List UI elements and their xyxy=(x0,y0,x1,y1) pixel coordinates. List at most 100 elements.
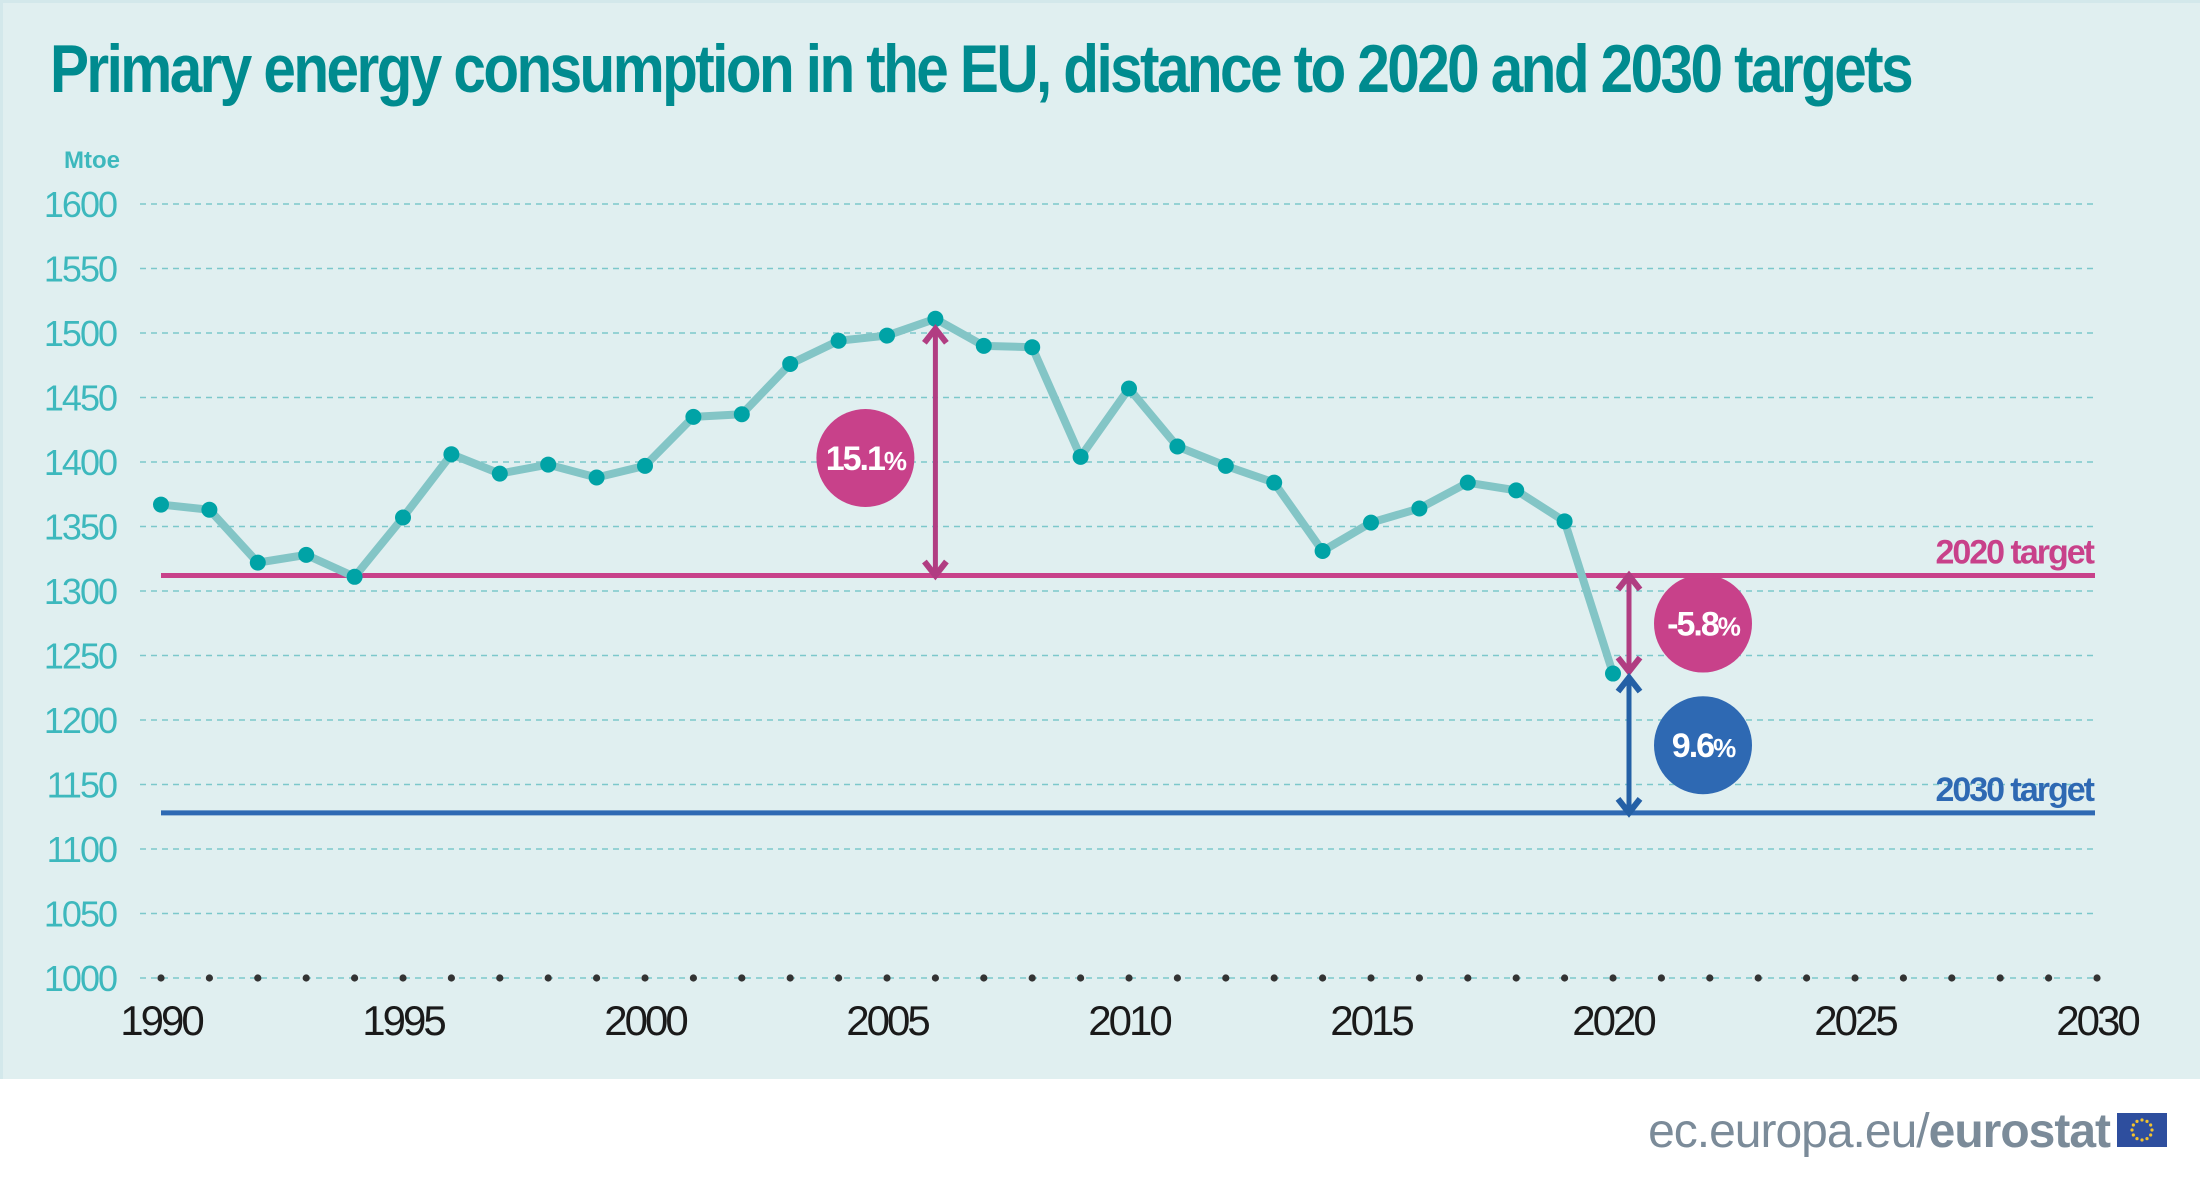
flag-star xyxy=(2140,1118,2144,1122)
x-tick-dot xyxy=(1948,974,1956,982)
flag-star xyxy=(2135,1119,2139,1123)
x-tick-dot xyxy=(447,974,455,982)
y-tick-label: 1200 xyxy=(44,700,117,741)
arrow-head-up xyxy=(1615,570,1643,592)
x-tick-dot xyxy=(1803,974,1811,982)
bubble-circle xyxy=(816,409,915,507)
flag-star xyxy=(2145,1119,2149,1123)
distance-annotations: 15.1% -5.8% 9.6% xyxy=(816,323,1752,818)
data-point xyxy=(830,332,847,349)
distance-arrow xyxy=(1615,570,1643,677)
x-tick-dot xyxy=(738,974,746,982)
x-tick-dot xyxy=(1270,974,1278,982)
x-tick-dot xyxy=(689,974,698,982)
arrow-head-down xyxy=(1615,655,1643,677)
x-tick-label: 2020 xyxy=(1572,997,1655,1044)
data-point xyxy=(637,457,653,474)
data-point xyxy=(733,406,750,423)
x-tick-dot xyxy=(1222,974,1230,982)
flag-star xyxy=(2145,1137,2149,1141)
bubble-circle xyxy=(1654,696,1752,795)
x-tick-dot xyxy=(786,974,794,982)
data-point xyxy=(1459,474,1476,491)
x-tick-dot xyxy=(883,974,891,982)
x-tick-label: 1995 xyxy=(362,997,445,1044)
x-tick-dot xyxy=(1512,974,1520,982)
percentage-bubble: 15.1% xyxy=(816,409,915,507)
x-tick-dot xyxy=(302,974,310,982)
data-point xyxy=(588,469,605,486)
x-tick-dot xyxy=(1754,974,1762,982)
data-point xyxy=(1024,339,1041,356)
y-tick-label: 1050 xyxy=(44,894,117,935)
flag-star xyxy=(2130,1128,2134,1132)
x-tick-dot xyxy=(1657,974,1665,982)
distance-arrow xyxy=(922,323,949,581)
flag-star xyxy=(2150,1128,2154,1132)
x-tick-dot xyxy=(544,974,552,982)
x-tick-dot xyxy=(1561,974,1569,982)
x-tick-dot xyxy=(1028,974,1036,982)
y-tick-label: 1000 xyxy=(44,958,117,999)
x-tick-dot xyxy=(980,974,988,982)
data-point xyxy=(298,546,315,563)
series-energy-consumption xyxy=(153,310,1621,682)
flag-star xyxy=(2135,1137,2139,1141)
arrow-head-down xyxy=(922,559,949,581)
bubble-unit: % xyxy=(1718,612,1741,642)
y-tick-label: 1550 xyxy=(44,249,117,290)
flag-star xyxy=(2149,1123,2153,1127)
data-point xyxy=(685,408,702,425)
x-tick-dot xyxy=(399,974,407,982)
x-tick-dot xyxy=(1367,974,1375,982)
y-tick-label: 1500 xyxy=(44,313,117,354)
bubble-unit: % xyxy=(884,446,907,476)
y-tick-label: 1400 xyxy=(44,442,117,483)
data-point xyxy=(1217,457,1234,474)
arrow-head-up xyxy=(922,323,949,345)
bubble-label: 15.1% xyxy=(826,440,907,478)
data-point xyxy=(975,337,992,354)
chart-title: Primary energy consumption in the EU, di… xyxy=(50,31,1914,107)
bubble-circle xyxy=(1654,574,1752,673)
data-point xyxy=(1363,514,1379,531)
data-point xyxy=(153,496,169,513)
x-tick-label: 2010 xyxy=(1088,997,1171,1044)
footer-source[interactable]: ec.europa.eu/eurostat xyxy=(1648,1104,2111,1159)
x-axis-ticks: 1990 1995 2000 2005 2010 2015 2020 2025 2030 xyxy=(120,997,2142,1044)
x-tick-dot xyxy=(254,974,262,982)
data-point xyxy=(491,465,508,482)
line-chart: Mtoe 1000 1050 1100 1150 1200 1250 1300 1350 140… xyxy=(44,147,2142,1044)
x-tick-dot xyxy=(157,974,165,982)
flag-star xyxy=(2149,1133,2153,1137)
x-tick-dot xyxy=(1077,974,1085,982)
data-point xyxy=(927,310,944,327)
y-axis-label: Mtoe xyxy=(64,147,120,174)
bubble-value: 9.6 xyxy=(1672,727,1714,765)
x-tick-dot xyxy=(835,974,843,982)
y-tick-label: 1300 xyxy=(44,571,117,612)
arrow-head-down xyxy=(1615,797,1643,818)
flag-star xyxy=(2140,1138,2144,1142)
y-tick-label: 1250 xyxy=(44,636,117,677)
footer-url-prefix: ec.europa.eu/ xyxy=(1648,1105,1930,1158)
x-tick-dot xyxy=(205,974,213,982)
x-tick-label: 2030 xyxy=(2056,997,2139,1044)
distance-arrow xyxy=(1615,672,1643,818)
bubble-value: -5.8 xyxy=(1667,606,1719,644)
x-tick-label: 2000 xyxy=(604,997,687,1044)
data-point xyxy=(540,456,557,473)
y-tick-label: 1100 xyxy=(47,829,117,870)
x-tick-dot xyxy=(1899,974,1907,982)
x-tick-dot xyxy=(1851,974,1859,982)
x-tick-label: 2005 xyxy=(846,997,929,1044)
x-tick-dot xyxy=(1415,974,1423,982)
x-tick-dot xyxy=(931,974,940,982)
data-point xyxy=(346,568,363,585)
data-point xyxy=(1508,482,1525,499)
x-tick-dot xyxy=(2093,974,2101,982)
data-point xyxy=(201,501,218,518)
arrow-head-up xyxy=(1615,672,1643,694)
data-point xyxy=(782,355,799,372)
data-point xyxy=(1121,380,1137,397)
